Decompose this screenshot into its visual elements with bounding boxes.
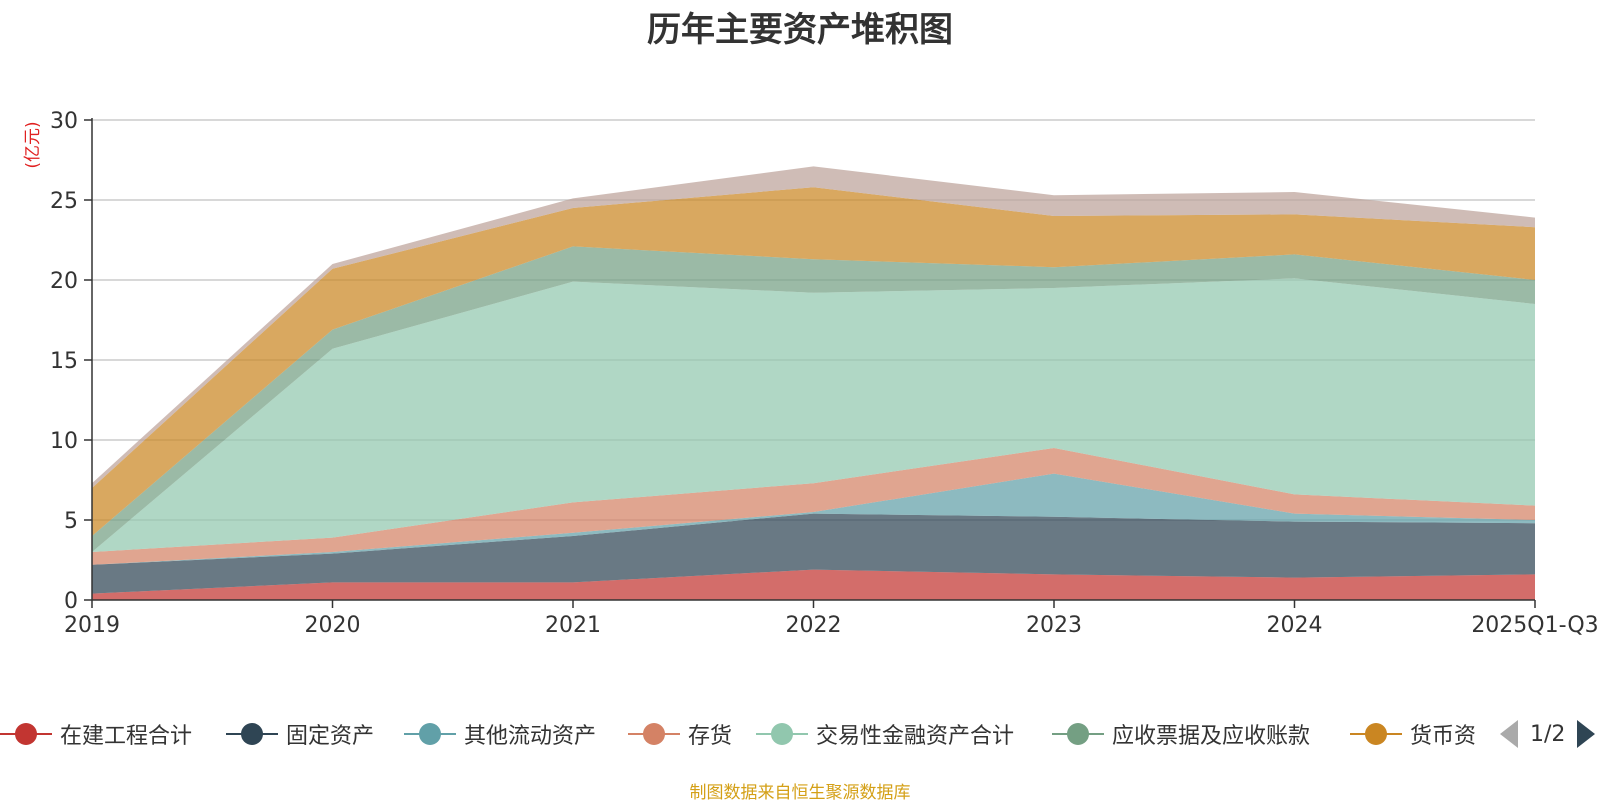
chart-title: 历年主要资产堆积图	[647, 10, 953, 50]
y-tick-label: 25	[50, 189, 78, 214]
y-tick-label: 20	[50, 269, 78, 294]
legend-item[interactable]: 货币资	[1350, 716, 1476, 752]
legend-item[interactable]: 存货	[628, 716, 732, 752]
legend-item[interactable]: 交易性金融资产合计	[756, 716, 1014, 752]
legend-label: 应收票据及应收账款	[1112, 724, 1311, 749]
area-series-其他流动资产	[92, 473, 1535, 565]
area-series-在建工程合计	[92, 569, 1535, 600]
source-note: 制图数据来自恒生聚源数据库	[689, 783, 911, 803]
area-series-应收票据及应收账款	[92, 246, 1535, 552]
legend-item[interactable]: 应收票据及应收账款	[1052, 716, 1310, 752]
legend-next-icon[interactable]	[1577, 720, 1596, 748]
area-series-货币资金	[92, 187, 1535, 536]
legend-label: 货币资	[1410, 724, 1477, 749]
y-tick-label: 15	[50, 349, 78, 374]
legend-label: 存货	[688, 724, 733, 749]
legend-label: 交易性金融资产合计	[816, 724, 1015, 749]
x-tick-label: 2020	[305, 613, 361, 638]
y-tick-label: 30	[50, 109, 78, 134]
legend: 在建工程合计 固定资产 其他流动资产 存货 交易性金融资产合计 应收票据及应收账款 货币资	[0, 716, 1600, 756]
legend-label: 固定资产	[286, 724, 375, 749]
area-series-固定资产	[92, 513, 1535, 594]
legend-marker-icon	[404, 722, 456, 746]
area-series-存货	[92, 448, 1535, 565]
x-tick-label: 2019	[64, 613, 120, 638]
legend-item[interactable]: 固定资产	[226, 716, 374, 752]
legend-marker-icon	[1052, 722, 1104, 746]
legend-page-indicator: 1/2	[1530, 721, 1566, 747]
y-tick-label: 10	[50, 429, 78, 454]
legend-prev-icon[interactable]	[1500, 720, 1518, 748]
legend-marker-icon	[756, 722, 808, 746]
legend-pager: 1/2	[1500, 716, 1596, 752]
y-tick-label: 5	[64, 509, 78, 534]
legend-label: 其他流动资产	[464, 724, 597, 749]
legend-marker-icon	[226, 722, 278, 746]
y-axis-label: (亿元)	[23, 121, 43, 168]
x-tick-label: 2024	[1267, 613, 1323, 638]
x-tick-label: 2025Q1-Q3	[1471, 613, 1598, 638]
x-tick-label: 2022	[786, 613, 842, 638]
legend-marker-icon	[1350, 722, 1402, 746]
y-tick-label: 0	[64, 589, 78, 614]
legend-marker-icon	[0, 722, 52, 746]
legend-marker-icon	[628, 722, 680, 746]
x-tick-label: 2023	[1026, 613, 1082, 638]
x-tick-label: 2021	[545, 613, 601, 638]
area-series-交易性金融资产合计	[92, 278, 1535, 552]
legend-item[interactable]: 在建工程合计	[0, 716, 192, 752]
legend-item[interactable]: 其他流动资产	[404, 716, 596, 752]
legend-label: 在建工程合计	[60, 724, 193, 749]
